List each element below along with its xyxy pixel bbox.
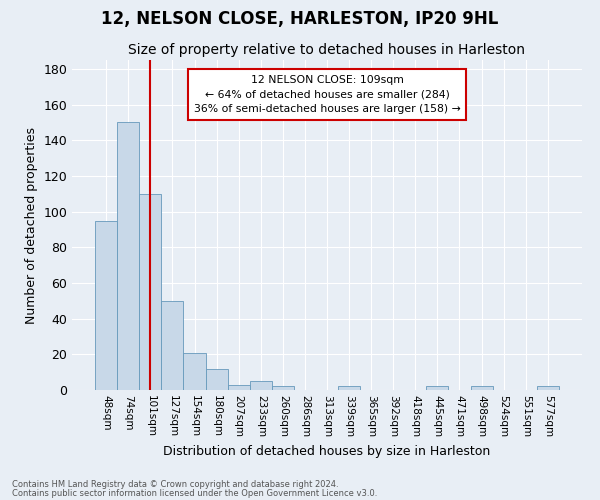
Bar xyxy=(161,301,184,390)
Bar xyxy=(338,386,360,390)
Bar xyxy=(95,220,117,390)
Bar xyxy=(470,386,493,390)
Text: 12 NELSON CLOSE: 109sqm
← 64% of detached houses are smaller (284)
36% of semi-d: 12 NELSON CLOSE: 109sqm ← 64% of detache… xyxy=(194,75,460,114)
Bar xyxy=(227,384,250,390)
Bar xyxy=(272,386,294,390)
Bar xyxy=(427,386,448,390)
Text: Contains HM Land Registry data © Crown copyright and database right 2024.: Contains HM Land Registry data © Crown c… xyxy=(12,480,338,489)
Bar xyxy=(250,381,272,390)
Text: Contains public sector information licensed under the Open Government Licence v3: Contains public sector information licen… xyxy=(12,488,377,498)
Bar xyxy=(537,386,559,390)
Bar xyxy=(206,368,227,390)
Y-axis label: Number of detached properties: Number of detached properties xyxy=(25,126,38,324)
X-axis label: Distribution of detached houses by size in Harleston: Distribution of detached houses by size … xyxy=(163,446,491,458)
Text: 12, NELSON CLOSE, HARLESTON, IP20 9HL: 12, NELSON CLOSE, HARLESTON, IP20 9HL xyxy=(101,10,499,28)
Title: Size of property relative to detached houses in Harleston: Size of property relative to detached ho… xyxy=(128,44,526,58)
Bar xyxy=(184,352,206,390)
Bar xyxy=(139,194,161,390)
Bar xyxy=(117,122,139,390)
